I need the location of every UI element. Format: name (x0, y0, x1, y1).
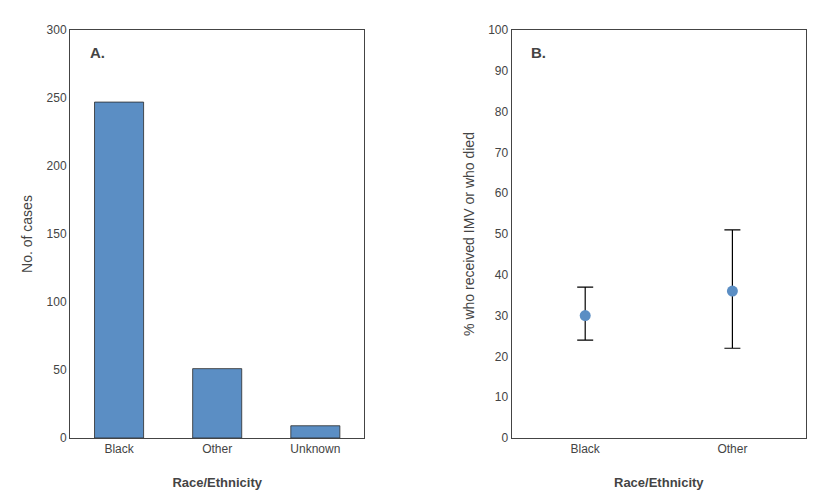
svg-text:Other: Other (717, 442, 747, 456)
svg-text:250: 250 (47, 91, 67, 105)
svg-text:100: 100 (488, 23, 508, 37)
svg-text:50: 50 (53, 363, 67, 377)
svg-text:0: 0 (502, 431, 509, 445)
svg-text:Race/Ethnicity: Race/Ethnicity (614, 475, 704, 490)
svg-text:20: 20 (495, 350, 509, 364)
svg-text:40: 40 (495, 268, 509, 282)
svg-text:Other: Other (202, 442, 232, 456)
svg-text:0: 0 (60, 431, 67, 445)
svg-text:No. of cases: No. of cases (19, 195, 35, 273)
svg-text:60: 60 (495, 186, 509, 200)
svg-text:Unknown: Unknown (290, 442, 340, 456)
svg-text:A.: A. (90, 44, 105, 61)
svg-text:Race/Ethnicity: Race/Ethnicity (172, 475, 262, 490)
svg-text:Black: Black (571, 442, 601, 456)
svg-text:% who received IMV or who died: % who received IMV or who died (461, 132, 477, 336)
svg-text:90: 90 (495, 64, 509, 78)
svg-text:200: 200 (47, 159, 67, 173)
svg-text:70: 70 (495, 146, 509, 160)
svg-text:300: 300 (47, 23, 67, 37)
svg-text:100: 100 (47, 295, 67, 309)
svg-text:B.: B. (531, 44, 546, 61)
svg-text:50: 50 (495, 227, 509, 241)
svg-text:80: 80 (495, 105, 509, 119)
svg-text:Black: Black (104, 442, 134, 456)
svg-text:30: 30 (495, 309, 509, 323)
svg-text:10: 10 (495, 390, 509, 404)
svg-text:150: 150 (47, 227, 67, 241)
